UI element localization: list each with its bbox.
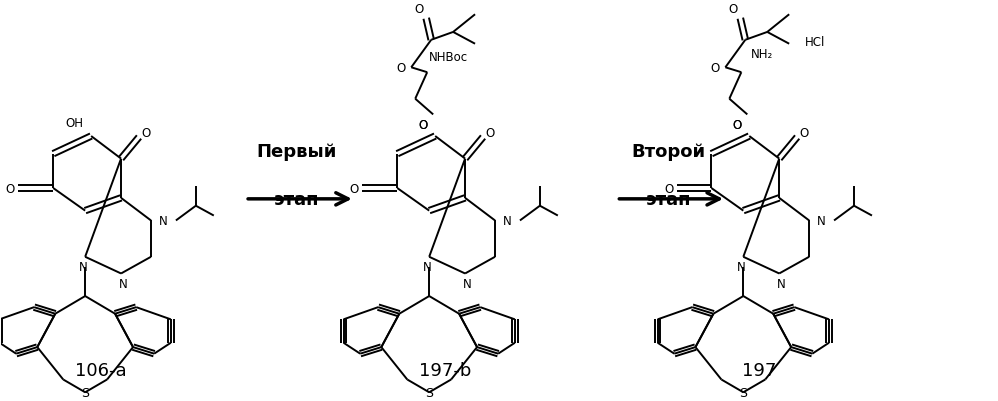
Text: O: O xyxy=(664,182,674,195)
Text: O: O xyxy=(733,118,742,132)
Text: S: S xyxy=(740,386,748,399)
Text: O: O xyxy=(6,182,15,195)
Text: N: N xyxy=(423,260,431,273)
Text: этап: этап xyxy=(274,190,319,209)
Text: 197: 197 xyxy=(743,361,776,379)
Text: O: O xyxy=(729,3,738,16)
Text: O: O xyxy=(485,126,495,139)
Text: O: O xyxy=(349,182,359,195)
Text: Первый: Первый xyxy=(256,143,337,161)
Text: S: S xyxy=(81,386,89,399)
Text: N: N xyxy=(463,277,471,290)
Text: O: O xyxy=(418,118,428,132)
Text: O: O xyxy=(142,126,151,139)
Text: O: O xyxy=(396,62,406,75)
Text: N: N xyxy=(79,260,88,273)
Text: N: N xyxy=(737,260,746,273)
Text: NH₂: NH₂ xyxy=(751,48,773,61)
Text: N: N xyxy=(503,215,511,227)
Text: O: O xyxy=(418,118,428,132)
Text: этап: этап xyxy=(646,190,691,209)
Text: N: N xyxy=(159,215,168,227)
Text: O: O xyxy=(414,3,424,16)
Text: OH: OH xyxy=(65,116,83,130)
Text: HCl: HCl xyxy=(805,36,825,49)
Text: O: O xyxy=(799,126,808,139)
Text: Второй: Второй xyxy=(631,143,706,161)
Text: NHBoc: NHBoc xyxy=(428,51,468,64)
Text: N: N xyxy=(119,277,128,290)
Text: 197-b: 197-b xyxy=(419,361,471,379)
Text: O: O xyxy=(733,118,742,132)
Text: 106-a: 106-a xyxy=(75,361,127,379)
Text: O: O xyxy=(711,62,720,75)
Text: S: S xyxy=(425,386,433,399)
Text: N: N xyxy=(776,277,785,290)
Text: N: N xyxy=(816,215,825,227)
